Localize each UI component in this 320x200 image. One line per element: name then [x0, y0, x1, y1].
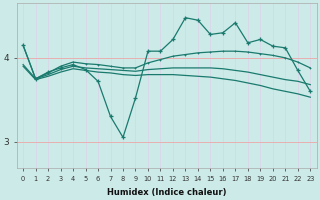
X-axis label: Humidex (Indice chaleur): Humidex (Indice chaleur) — [107, 188, 227, 197]
